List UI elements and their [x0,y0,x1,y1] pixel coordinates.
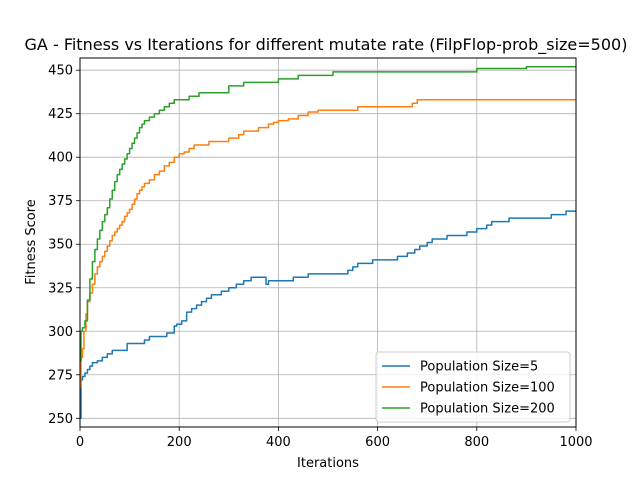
legend: Population Size=5 Population Size=100 Popu… [375,351,571,423]
y-tick-label: 275 [48,368,73,383]
y-tick-label: 250 [48,412,73,427]
y-tick-label: 375 [48,194,73,209]
plot-frame [79,57,577,428]
y-tick-label: 325 [48,281,73,296]
x-tick-label: 600 [365,435,390,450]
x-tick-label: 0 [76,435,84,450]
y-tick-label: 425 [48,107,73,122]
legend-label-3: Population Size=200 [420,402,555,417]
series-line-1 [80,210,576,420]
y-axis-ticks: 250 275 300 325 350 375 400 425 450 [48,64,80,427]
x-tick-label: 200 [167,435,192,450]
legend-box [375,351,571,423]
legend-label-1: Population Size=5 [420,360,538,375]
chart-title: GA - Fitness vs Iterations for different… [25,35,628,55]
y-tick-label: 400 [48,151,73,166]
legend-label-2: Population Size=100 [420,381,555,396]
series-lines [80,65,576,420]
x-tick-label: 1000 [559,435,592,450]
y-tick-label: 450 [48,64,73,79]
x-tick-label: 400 [266,435,291,450]
x-tick-label: 800 [464,435,489,450]
y-tick-label: 300 [48,325,73,340]
y-axis-label: Fitness Score [24,199,39,285]
x-axis-ticks: 0 200 400 600 800 1000 [76,427,593,450]
x-axis-label: Iterations [297,456,359,471]
series-line-2 [80,99,576,388]
y-tick-label: 350 [48,238,73,253]
series-line-3 [80,65,576,362]
